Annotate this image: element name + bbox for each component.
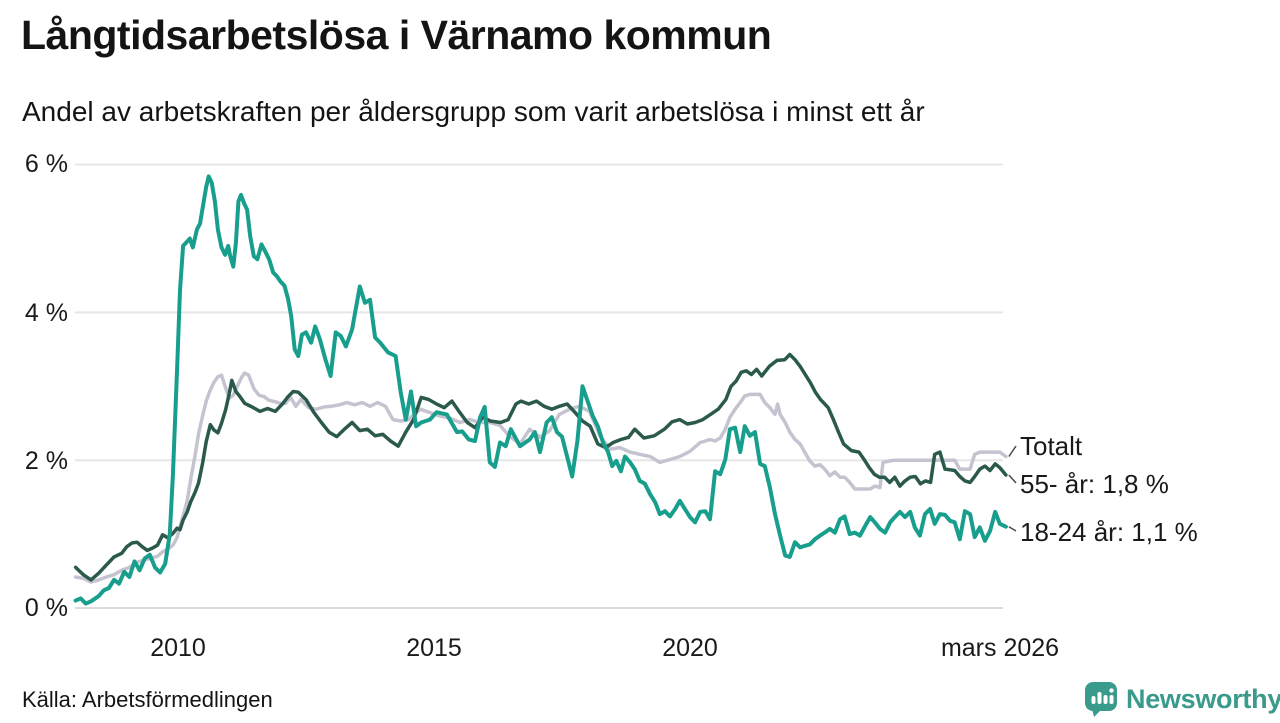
y-tick-0: 0 % (24, 594, 68, 622)
x-tick-2015: 2015 (406, 634, 462, 662)
newsworthy-logo[interactable]: Newsworthy (1084, 680, 1280, 718)
x-tick-mars-2026: mars 2026 (940, 634, 1060, 662)
y-tick-2: 2 % (24, 447, 68, 475)
y-tick-4: 4 % (24, 299, 68, 327)
series-line-0 (73, 371, 1008, 584)
page-title: Långtidsarbetslösa i Värnamo kommun (21, 12, 772, 58)
series-line-1 (73, 352, 1008, 582)
series-line-2 (73, 174, 1008, 606)
series-label-55-ar: 55- år: 1,8 % (1020, 469, 1169, 499)
series-label-totalt: Totalt (1020, 431, 1083, 461)
x-tick-2020: 2020 (662, 634, 718, 662)
label-connector-0 (1008, 445, 1017, 457)
series-label-18-24-ar: 18-24 år: 1,1 % (1020, 517, 1198, 547)
x-tick-2010: 2010 (150, 634, 206, 662)
source-note: Källa: Arbetsförmedlingen (22, 687, 273, 712)
newsworthy-logo-text: Newsworthy (1126, 683, 1280, 714)
y-tick-6: 6 % (24, 150, 68, 178)
label-connector-1 (1008, 474, 1017, 484)
label-connector-2 (1008, 526, 1017, 532)
newsworthy-logo-icon (1084, 681, 1120, 718)
chart-subtitle: Andel av arbetskraften per åldersgrupp s… (22, 96, 925, 127)
